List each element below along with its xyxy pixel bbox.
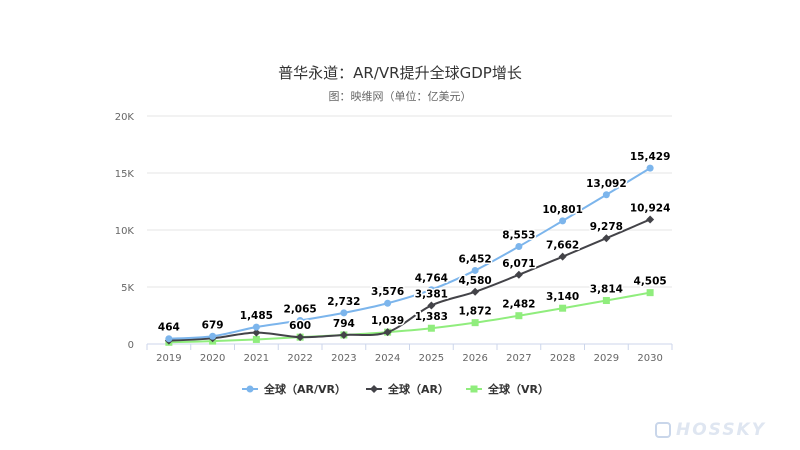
y-tick-label: 0 bbox=[128, 340, 134, 351]
x-tick-label: 2025 bbox=[419, 353, 444, 364]
data-label: 4,580 bbox=[459, 275, 492, 287]
data-label: 2,065 bbox=[284, 303, 317, 315]
data-label: 600 bbox=[289, 320, 311, 332]
data-label: 794 bbox=[333, 318, 355, 330]
x-tick-label: 2030 bbox=[637, 353, 662, 364]
watermark-logo-icon bbox=[655, 422, 671, 438]
legend-marker bbox=[370, 385, 378, 393]
data-point bbox=[558, 252, 567, 261]
data-label: 10,801 bbox=[542, 204, 583, 216]
data-point bbox=[165, 335, 173, 343]
data-label: 13,092 bbox=[586, 178, 627, 190]
data-label: 3,814 bbox=[590, 284, 623, 296]
x-tick-label: 2020 bbox=[200, 353, 225, 364]
data-label: 9,278 bbox=[590, 221, 623, 233]
data-point bbox=[339, 330, 348, 339]
data-label: 679 bbox=[202, 319, 224, 331]
data-label: 464 bbox=[158, 322, 180, 334]
x-tick-label: 2024 bbox=[375, 353, 400, 364]
data-label: 4,505 bbox=[634, 276, 667, 288]
data-point bbox=[515, 242, 523, 250]
data-label: 10,924 bbox=[630, 202, 671, 214]
data-label: 1,383 bbox=[415, 311, 448, 323]
data-label: 4,764 bbox=[415, 273, 448, 285]
data-label: 1,039 bbox=[371, 315, 404, 327]
data-point bbox=[296, 316, 304, 324]
y-tick-label: 15K bbox=[115, 169, 135, 180]
legend-label: 全球（AR） bbox=[387, 382, 449, 396]
data-point bbox=[646, 215, 655, 224]
chart-title: 普华永道：AR/VR提升全球GDP增长 bbox=[278, 64, 522, 82]
data-label: 1,872 bbox=[459, 306, 492, 318]
data-point bbox=[602, 234, 611, 243]
x-tick-label: 2021 bbox=[244, 353, 269, 364]
x-tick-label: 2022 bbox=[287, 353, 312, 364]
series-line bbox=[168, 218, 651, 342]
data-point bbox=[384, 299, 392, 307]
data-point bbox=[514, 270, 523, 279]
y-tick-label: 10K bbox=[115, 226, 135, 237]
series-line bbox=[168, 291, 651, 344]
data-point bbox=[471, 287, 480, 296]
data-point bbox=[515, 312, 523, 320]
data-point bbox=[559, 304, 567, 312]
y-tick-label: 5K bbox=[121, 283, 134, 294]
x-tick-label: 2019 bbox=[156, 353, 181, 364]
legend-marker bbox=[470, 385, 478, 393]
y-tick-label: 20K bbox=[115, 112, 135, 123]
legend-marker bbox=[246, 385, 254, 393]
x-tick-label: 2023 bbox=[331, 353, 356, 364]
data-label: 6,071 bbox=[502, 258, 535, 270]
data-point bbox=[602, 191, 610, 199]
data-point bbox=[296, 333, 305, 342]
data-point bbox=[383, 328, 392, 337]
data-label: 3,140 bbox=[546, 291, 579, 303]
x-tick-label: 2026 bbox=[462, 353, 487, 364]
data-point bbox=[646, 289, 654, 297]
data-point bbox=[252, 335, 260, 343]
legend-label: 全球（VR） bbox=[487, 382, 549, 396]
legend-label: 全球（AR/VR） bbox=[263, 382, 346, 396]
data-point bbox=[427, 324, 435, 332]
data-point bbox=[427, 301, 436, 310]
data-point bbox=[646, 164, 654, 172]
data-label: 2,732 bbox=[327, 296, 360, 308]
data-label: 3,381 bbox=[415, 288, 448, 300]
data-point bbox=[471, 266, 479, 274]
x-tick-label: 2027 bbox=[506, 353, 531, 364]
x-tick-label: 2028 bbox=[550, 353, 575, 364]
data-label: 7,662 bbox=[546, 240, 579, 252]
data-point bbox=[252, 328, 261, 337]
watermark: HOSSKY bbox=[655, 418, 766, 442]
data-point bbox=[602, 297, 610, 305]
data-label: 2,482 bbox=[502, 299, 535, 311]
data-label: 3,576 bbox=[371, 286, 404, 298]
data-label: 8,553 bbox=[502, 229, 535, 241]
x-tick-label: 2029 bbox=[594, 353, 619, 364]
chart-subtitle: 图：映维网（单位：亿美元） bbox=[328, 90, 472, 103]
data-label: 1,485 bbox=[240, 310, 273, 322]
watermark-text: HOSSKY bbox=[676, 420, 767, 440]
series-line bbox=[168, 167, 651, 340]
data-point bbox=[209, 332, 217, 340]
data-point bbox=[252, 323, 260, 331]
data-label: 6,452 bbox=[459, 253, 492, 265]
data-point bbox=[427, 286, 435, 294]
data-point bbox=[340, 309, 348, 317]
data-point bbox=[471, 319, 479, 327]
data-point bbox=[559, 217, 567, 225]
data-label: 15,429 bbox=[630, 151, 671, 163]
